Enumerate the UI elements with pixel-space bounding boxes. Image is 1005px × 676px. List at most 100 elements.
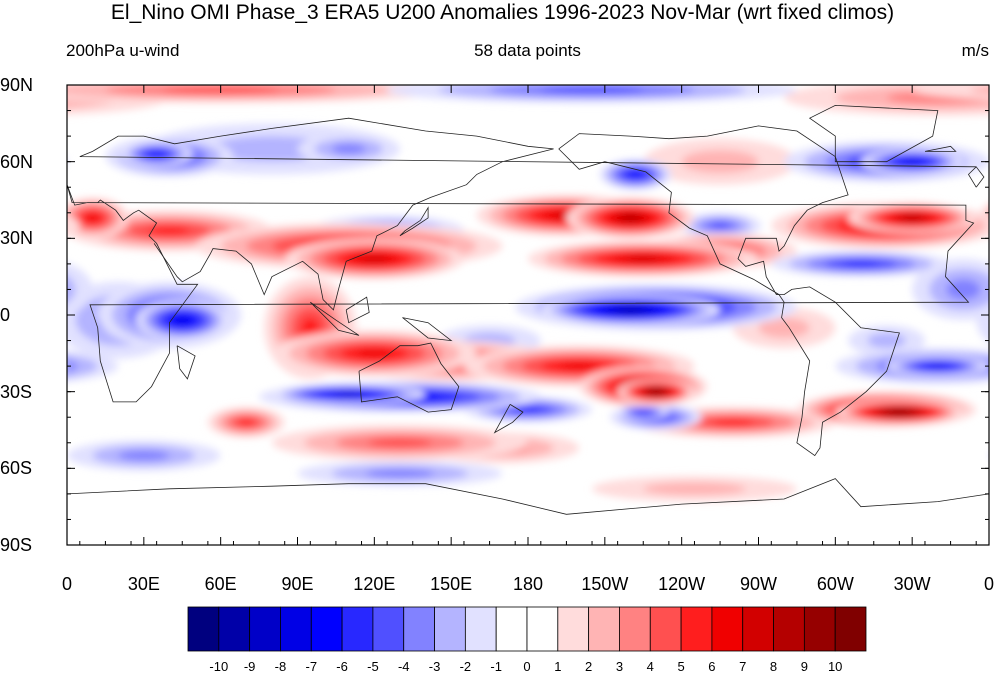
anomaly-contour-band: [8, 365, 23, 368]
colorbar-swatch: [526, 606, 559, 652]
anomaly-contour-band: [904, 159, 920, 164]
anomaly-contour-band: [67, 262, 93, 316]
coastline-segment: [924, 145, 957, 152]
anomaly-contour-band: [997, 208, 1005, 228]
anomaly-contour-band: [758, 317, 810, 338]
lat-tick-label: 60S: [0, 458, 33, 479]
lat-tick-label: 90N: [0, 75, 34, 95]
colorbar-swatch: [619, 606, 651, 652]
colorbar-tick-label: 2: [585, 659, 593, 674]
anomaly-contour-band: [0, 406, 9, 419]
anomaly-contour-band: [67, 360, 78, 373]
anomaly-contour-band: [946, 279, 981, 300]
coastline-segment: [310, 301, 360, 336]
anomaly-contour-band: [709, 222, 731, 229]
colorbar-tick-label: -3: [428, 659, 441, 674]
colorbar-swatch: [187, 606, 220, 652]
anomaly-contour-band: [629, 171, 642, 177]
colorbar-swatch: [680, 606, 713, 652]
colorbar-tick-label: -6: [336, 659, 348, 674]
coastline-segment: [345, 296, 370, 324]
coastline-segment: [493, 404, 524, 434]
colorbar-swatch: [773, 606, 805, 652]
coastline-segment: [79, 117, 977, 311]
anomaly-contour-band: [0, 403, 22, 421]
lon-tick-label: 30W: [893, 574, 931, 594]
anomaly-contour-band: [989, 440, 1005, 471]
variable-label: 200hPa u-wind: [66, 41, 180, 60]
anomaly-contour-band: [867, 332, 906, 349]
colorbar-swatch: [588, 606, 620, 652]
colorbar-tick-label: 7: [739, 659, 747, 674]
colorbar-swatch: [218, 606, 251, 652]
anomaly-contour-band: [0, 206, 38, 229]
colorbar-swatch: [742, 606, 774, 652]
anomaly-contour-band: [301, 317, 320, 338]
anomaly-contour-band: [365, 469, 435, 478]
anomaly-contour-band: [912, 85, 989, 100]
colorbar-tick-label: -7: [305, 659, 318, 674]
units-label: m/s: [961, 41, 989, 60]
anomaly-contour-band: [67, 354, 98, 378]
anomaly-contour-band: [67, 215, 80, 237]
lon-tick-label: 30E: [127, 574, 160, 594]
colorbar-swatch: [372, 606, 405, 652]
anomaly-contour-band: [0, 402, 4, 418]
colorbar-swatch: [495, 606, 528, 652]
anomaly-contours: [0, 85, 1005, 502]
lon-tick-label: 150W: [581, 574, 629, 594]
colorbar-tick-label: -2: [459, 659, 472, 674]
anomaly-contour-band: [0, 359, 57, 373]
anomaly-contour-band: [150, 151, 163, 157]
colorbar-tick-label: -5: [367, 659, 379, 674]
anomaly-contour-band: [0, 407, 3, 417]
colorbar-swatch: [310, 606, 343, 652]
anomaly-field: [0, 85, 1005, 502]
anomaly-contour-band: [638, 410, 648, 414]
colorbar-tick-label: 8: [769, 659, 778, 674]
colorbar-tick-label: 1: [554, 659, 562, 674]
colorbar: [187, 606, 867, 652]
anomaly-contour-band: [0, 251, 29, 277]
colorbar-tick-label: -10: [209, 659, 229, 674]
colorbar-tick-label: 3: [615, 659, 624, 674]
coastline-segment: [967, 166, 985, 188]
anomaly-contour-band: [0, 402, 29, 422]
lat-tick-label: 30S: [0, 381, 33, 402]
anomaly-contour-band: [118, 450, 170, 461]
lat-tick-label: 30N: [0, 228, 34, 249]
colorbar-swatch: [341, 606, 374, 652]
anomaly-contour-band: [238, 419, 254, 426]
coastlines: [67, 104, 989, 515]
anomaly-contour-band: [989, 210, 1005, 251]
colorbar-tick-label: -8: [274, 659, 287, 674]
anomaly-contour-band: [622, 215, 639, 221]
colorbar-swatch: [464, 606, 497, 652]
anomaly-contour-band: [0, 214, 6, 222]
anomaly-contour-band: [0, 360, 45, 372]
anomaly-contour-band: [0, 401, 35, 424]
anomaly-contour-band: [652, 390, 660, 393]
anomaly-contour-band: [560, 362, 599, 370]
colorbar-tick-label: -1: [490, 659, 502, 674]
anomaly-contour-band: [0, 210, 22, 225]
coastline-segment: [402, 317, 453, 342]
coastline-segment: [558, 125, 900, 457]
coastline-segment: [399, 206, 429, 237]
colorbar-swatch: [649, 606, 682, 652]
anomaly-contour-band: [643, 482, 746, 496]
lon-tick-label: 0: [983, 574, 995, 594]
anomaly-contour-band: [904, 215, 921, 220]
anomaly-contour-band: [0, 357, 60, 375]
anomaly-contour-band: [626, 256, 660, 262]
colorbar-swatch: [403, 606, 435, 652]
colorbar-tick-label: -9: [243, 659, 256, 674]
anomaly-contour-band: [0, 399, 41, 425]
lat-tick-label: 90S: [0, 535, 33, 555]
plot-title: El_Nino OMI Phase_3 ERA5 U200 Anomalies …: [110, 1, 895, 24]
lon-tick-label: 0: [61, 574, 73, 594]
colorbar-swatch: [434, 606, 466, 652]
lat-tick-label: 0: [0, 305, 11, 325]
lon-tick-label: 180: [512, 574, 544, 594]
